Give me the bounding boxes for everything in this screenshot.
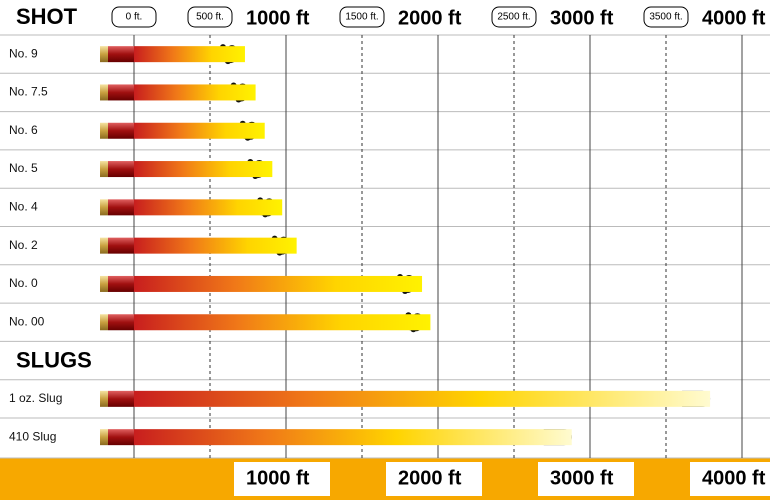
tick-label-box <box>386 462 482 496</box>
shell-brass <box>100 122 108 139</box>
shell-hull <box>108 275 134 292</box>
shell-hull <box>108 161 134 178</box>
shell-brass <box>100 314 108 331</box>
x-tick-label: 4000 ft <box>702 467 766 489</box>
row-label: 1 oz. Slug <box>9 391 62 405</box>
x-tick-label: 500 ft. <box>196 12 224 23</box>
tick-label-box <box>690 462 770 496</box>
row-label: No. 0 <box>9 276 38 290</box>
x-tick-label: 1000 ft <box>246 467 310 489</box>
tick-label-box <box>339 6 385 28</box>
row-label: No. 5 <box>9 161 38 175</box>
bar <box>134 161 273 178</box>
tick-label-box <box>111 6 157 28</box>
tick-label-box <box>643 6 689 28</box>
x-tick-label: 2500 ft. <box>497 12 530 23</box>
shell-hull <box>108 314 134 331</box>
group-title: SHOT <box>16 4 78 29</box>
shell-hull <box>108 237 134 254</box>
row-label: 410 Slug <box>9 429 56 443</box>
shell-brass <box>100 199 108 216</box>
tick-label-box <box>491 6 537 28</box>
row-label: No. 2 <box>9 238 38 252</box>
x-tick-label: 2000 ft <box>398 7 462 29</box>
x-tick-label: 1500 ft. <box>345 12 378 23</box>
tick-label-box <box>538 462 634 496</box>
bar <box>134 429 572 446</box>
shell-hull <box>108 84 134 101</box>
bar <box>134 46 245 63</box>
bar <box>134 390 711 407</box>
x-tick-label: 1000 ft <box>246 7 310 29</box>
bottom-band <box>0 458 770 500</box>
tick-label-box <box>234 462 330 496</box>
tick-label-box <box>187 6 233 28</box>
shell-brass <box>100 46 108 63</box>
shell-hull <box>108 122 134 139</box>
x-tick-label: 2000 ft <box>398 467 462 489</box>
row-label: No. 4 <box>9 200 38 214</box>
shell-brass <box>100 429 108 446</box>
x-tick-label: 3000 ft <box>550 467 614 489</box>
row-label: No. 9 <box>9 46 38 60</box>
shell-brass <box>100 390 108 407</box>
row-label: No. 7.5 <box>9 85 48 99</box>
shell-hull <box>108 429 134 446</box>
shell-brass <box>100 84 108 101</box>
bar <box>134 122 265 139</box>
bar <box>134 237 297 254</box>
bar <box>134 84 256 101</box>
shell-brass <box>100 275 108 292</box>
row-label: No. 6 <box>9 123 38 137</box>
bar <box>134 275 423 292</box>
shell-brass <box>100 161 108 178</box>
shell-hull <box>108 199 134 216</box>
x-tick-label: 3500 ft. <box>649 12 682 23</box>
bar <box>134 199 283 216</box>
shell-hull <box>108 46 134 63</box>
shell-brass <box>100 237 108 254</box>
x-tick-label: 0 ft. <box>126 12 143 23</box>
shell-hull <box>108 390 134 407</box>
bar <box>134 314 431 331</box>
group-title: SLUGS <box>16 347 92 372</box>
x-tick-label: 3000 ft <box>550 7 614 29</box>
x-tick-label: 4000 ft <box>702 7 766 29</box>
row-label: No. 00 <box>9 314 45 328</box>
